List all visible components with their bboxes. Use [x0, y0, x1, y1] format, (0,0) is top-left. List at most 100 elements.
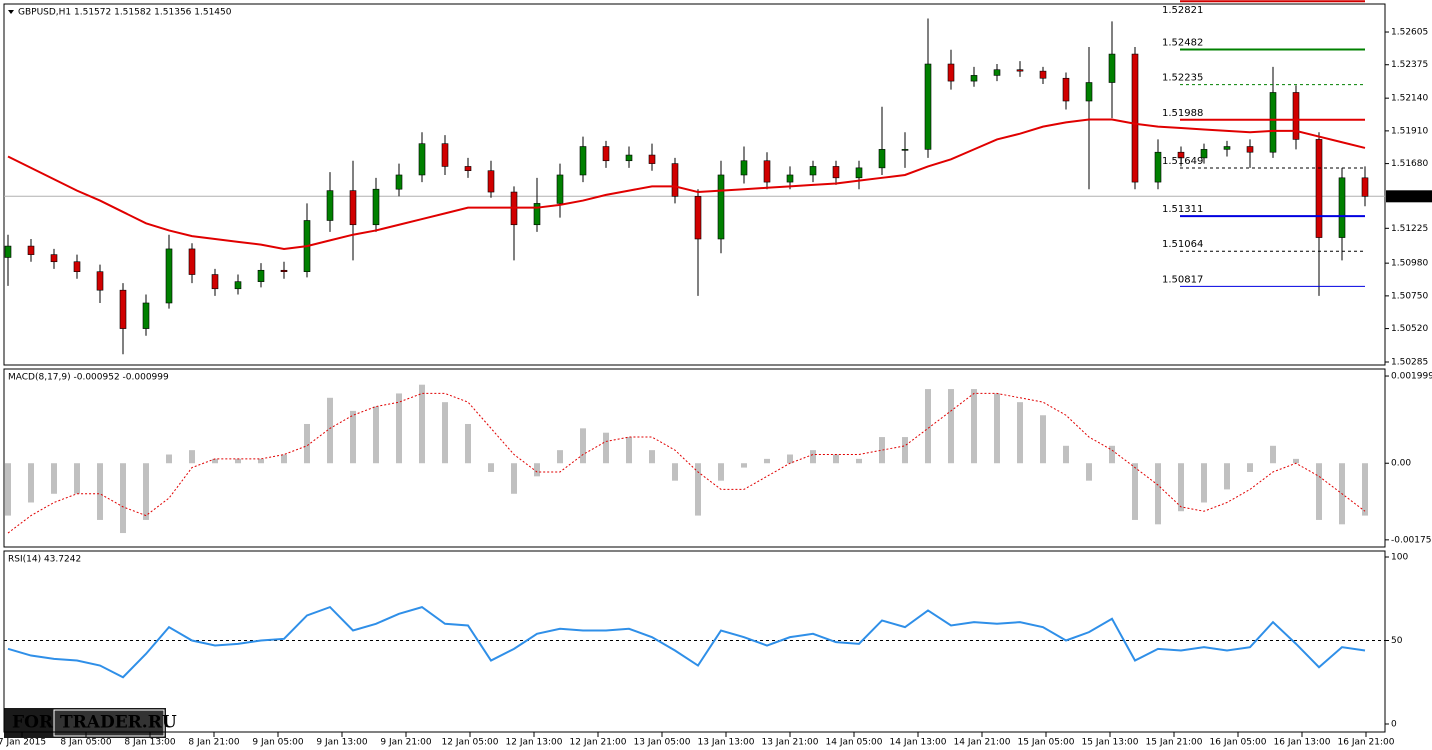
candle-body: [625, 154, 633, 162]
macd-bar: [350, 410, 356, 464]
x-tick-label: 8 Jan 05:00: [60, 738, 112, 748]
macd-bar: [580, 428, 586, 464]
moving-average: [7, 118, 1366, 250]
candle-body: [211, 274, 219, 290]
y-tick-label: 1.50980: [1391, 259, 1428, 269]
candle-body: [970, 75, 978, 82]
panel-frame: [3, 550, 1386, 733]
y-tick-label: 1.52375: [1391, 60, 1428, 70]
candle-body: [1177, 151, 1185, 159]
level-label: 1.51988: [1162, 108, 1203, 119]
panel-title: MACD(8,17,9) -0.000952 -0.000999: [8, 373, 169, 383]
macd-bar: [810, 450, 816, 464]
candle-body: [165, 248, 173, 304]
macd-bar: [74, 463, 80, 494]
candle-body: [717, 174, 725, 240]
candle-body: [1315, 139, 1323, 238]
candle-body: [924, 63, 932, 150]
macd-bar: [1109, 445, 1115, 464]
candle-body: [418, 143, 426, 176]
macd-bar: [1316, 463, 1322, 520]
macd-bar: [166, 454, 172, 464]
candle-body: [1016, 69, 1024, 72]
macd-bar: [649, 450, 655, 464]
macd-bar: [442, 402, 448, 464]
x-tick-label: 7 Jan 2015: [0, 738, 46, 748]
macd-bar: [994, 393, 1000, 464]
x-tick-label: 8 Jan 13:00: [124, 738, 176, 748]
macd-bar: [695, 463, 701, 516]
macd-bar: [1132, 463, 1138, 520]
candle-body: [740, 160, 748, 176]
macd-bar: [718, 463, 724, 481]
x-tick-label: 12 Jan 13:00: [506, 738, 563, 748]
candle-body: [1292, 92, 1300, 140]
candle-body: [1223, 146, 1231, 150]
macd-bar: [879, 437, 885, 464]
macd-bar: [258, 458, 264, 464]
x-tick-label: 8 Jan 21:00: [188, 738, 240, 748]
level-label: 1.52482: [1162, 38, 1203, 49]
candle-body: [441, 143, 449, 167]
x-tick-label: 14 Jan 05:00: [826, 738, 883, 748]
x-tick-label: 16 Jan 21:00: [1338, 738, 1395, 748]
macd-bar: [1086, 463, 1092, 481]
watermark-text: FOR: [12, 713, 54, 733]
candle-body: [786, 174, 794, 183]
macd-bar: [1178, 463, 1184, 512]
macd-bar: [948, 389, 954, 464]
candle-body: [579, 146, 587, 176]
level-label: 1.52821: [1162, 5, 1203, 16]
y-tick-label: 1.51225: [1391, 224, 1428, 234]
candle-body: [533, 203, 541, 226]
candle-body: [694, 196, 702, 240]
y-tick-label: 1.50285: [1391, 358, 1428, 368]
macd-bar: [189, 450, 195, 464]
panel-title: GBPUSD,H1 1.51572 1.51582 1.51356 1.5145…: [18, 8, 232, 18]
candle-body: [1039, 70, 1047, 79]
x-tick-label: 13 Jan 21:00: [762, 738, 819, 748]
candle-body: [1200, 149, 1208, 159]
y-tick-label: 0.00: [1391, 459, 1411, 469]
macd-bar: [1293, 458, 1299, 464]
level-label: 1.51064: [1162, 239, 1203, 250]
macd-bar: [1201, 463, 1207, 503]
macd-bar: [626, 437, 632, 464]
candle-body: [1154, 151, 1162, 183]
candle-body: [1108, 53, 1116, 83]
x-tick-label: 9 Jan 05:00: [252, 738, 304, 748]
candle-body: [1338, 177, 1346, 238]
y-tick-label: -0.001756: [1391, 535, 1432, 545]
candle-body: [1131, 53, 1139, 183]
watermark-text: TRADER.RU: [60, 713, 177, 733]
macd-bar: [787, 454, 793, 464]
menu-arrow[interactable]: [8, 10, 14, 14]
candle-body: [763, 160, 771, 183]
macd-bar: [373, 406, 379, 464]
candle-body: [1269, 92, 1277, 153]
x-tick-label: 9 Jan 21:00: [380, 738, 432, 748]
candle-body: [556, 174, 564, 204]
candle-body: [73, 261, 81, 272]
current-price-label: 1.51450: [1390, 192, 1427, 202]
macd-bar: [5, 463, 11, 516]
panel-title: RSI(14) 43.7242: [8, 555, 81, 565]
macd-bar: [419, 384, 425, 464]
candle-body: [901, 149, 909, 151]
macd-bar: [235, 458, 241, 464]
macd-bar: [120, 463, 126, 534]
macd-bar: [396, 393, 402, 464]
candle-body: [50, 254, 58, 263]
macd-bar: [1155, 463, 1161, 525]
candle-body: [648, 154, 656, 164]
level-label: 1.51649: [1162, 156, 1203, 167]
candle-body: [119, 289, 127, 329]
macd-bar: [856, 458, 862, 464]
candle-body: [993, 69, 1001, 76]
macd-bar: [1063, 445, 1069, 464]
candle-body: [188, 248, 196, 275]
candle-body: [234, 281, 242, 290]
y-tick-label: 1.52140: [1391, 94, 1428, 104]
candle-body: [1246, 146, 1254, 153]
